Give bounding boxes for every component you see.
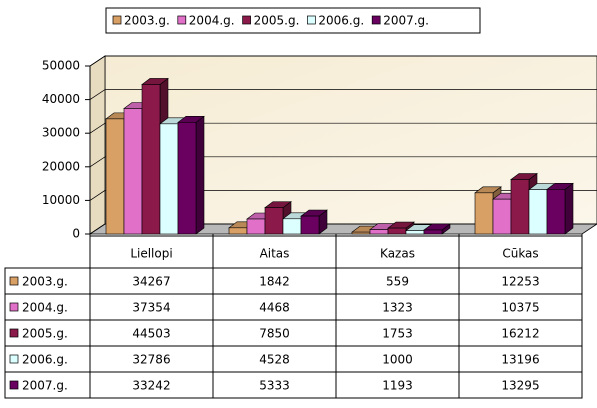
row-label: 2004.g. (22, 301, 68, 315)
y-tick-label: 30000 (42, 126, 80, 140)
grid-line (89, 156, 597, 168)
bar-front (228, 227, 248, 235)
bar-front (246, 218, 266, 235)
bar-front (177, 122, 197, 235)
x-tick-label: Cūkas (502, 247, 538, 261)
bar-front (351, 231, 371, 235)
table-value: 34267 (132, 275, 170, 289)
table-value: 12253 (501, 275, 539, 289)
y-tick-label: 0 (72, 227, 80, 241)
bar-front (528, 189, 548, 235)
table-row (4, 345, 583, 373)
grid-line (89, 89, 597, 100)
bar-front (159, 123, 179, 235)
table-value: 32786 (132, 353, 170, 367)
legend-key (177, 15, 187, 25)
table-value: 13295 (501, 379, 539, 393)
legend-key (9, 328, 19, 338)
legend-label: 2006.g. (318, 14, 364, 28)
legend-box (105, 7, 481, 34)
table-value: 7850 (259, 327, 290, 341)
legend-label: 2007.g. (383, 14, 429, 28)
bar (423, 223, 451, 235)
legend-key (9, 276, 19, 286)
bar-front (282, 218, 302, 235)
bar-side (564, 182, 574, 235)
table-value: 1323 (382, 301, 413, 315)
x-tick-label: Liellopi (130, 247, 172, 261)
grid-line (89, 190, 597, 201)
table-row (4, 319, 583, 347)
legend-key (371, 15, 381, 25)
bar-front (300, 215, 320, 235)
table-row (4, 371, 583, 399)
legend-key (112, 15, 122, 25)
table-value: 4468 (259, 301, 290, 315)
y-tick-label: 50000 (42, 59, 80, 73)
bar-front (405, 230, 425, 235)
bar-front (546, 189, 566, 235)
x-tick-label: Kazas (380, 247, 415, 261)
table-value: 10375 (501, 301, 539, 315)
y-tick-label: 10000 (42, 193, 80, 207)
table-value: 1842 (259, 275, 290, 289)
x-tick-label: Aitas (260, 247, 290, 261)
table-value: 1753 (382, 327, 413, 341)
table-value: 5333 (259, 379, 290, 393)
legend-label: 2003.g. (124, 14, 170, 28)
table-value: 37354 (132, 301, 170, 315)
bar (546, 182, 574, 235)
legend-key (9, 354, 19, 364)
table-value: 33242 (132, 379, 170, 393)
legend-key (307, 15, 316, 25)
grid-line (89, 122, 597, 134)
legend-key (9, 302, 19, 312)
bar-front (387, 227, 407, 235)
bar (300, 209, 328, 235)
row-label: 2003.g. (22, 275, 68, 289)
legend-label: 2005.g. (254, 14, 300, 28)
bar-front (105, 118, 125, 235)
bar-side (195, 115, 205, 235)
legend-key (9, 380, 19, 390)
y-tick-label: 20000 (42, 159, 80, 173)
bar-front (510, 179, 530, 235)
bar-front (123, 108, 143, 235)
table-value: 559 (386, 275, 409, 289)
table-value: 16212 (501, 327, 539, 341)
bar (177, 115, 205, 235)
side-wall (89, 55, 106, 235)
row-label: 2005.g. (22, 327, 68, 341)
table-value: 1000 (382, 353, 413, 367)
y-tick-label: 40000 (42, 92, 80, 106)
row-label: 2007.g. (22, 379, 68, 393)
bar-front (369, 229, 389, 235)
table-row (4, 267, 583, 295)
legend-key (242, 15, 251, 25)
legend-label: 2004.g. (189, 14, 235, 28)
table-value: 1193 (382, 379, 413, 393)
grid-line (89, 55, 597, 67)
table-value: 13196 (501, 353, 539, 367)
bar-front (141, 84, 161, 235)
bar-front (264, 207, 284, 235)
table-value: 44503 (132, 327, 170, 341)
bar-front (423, 229, 443, 235)
table-row (4, 293, 583, 321)
bar-front (492, 198, 512, 235)
row-label: 2006.g. (22, 353, 68, 367)
table-value: 4528 (259, 353, 290, 367)
bar-front (474, 192, 494, 235)
